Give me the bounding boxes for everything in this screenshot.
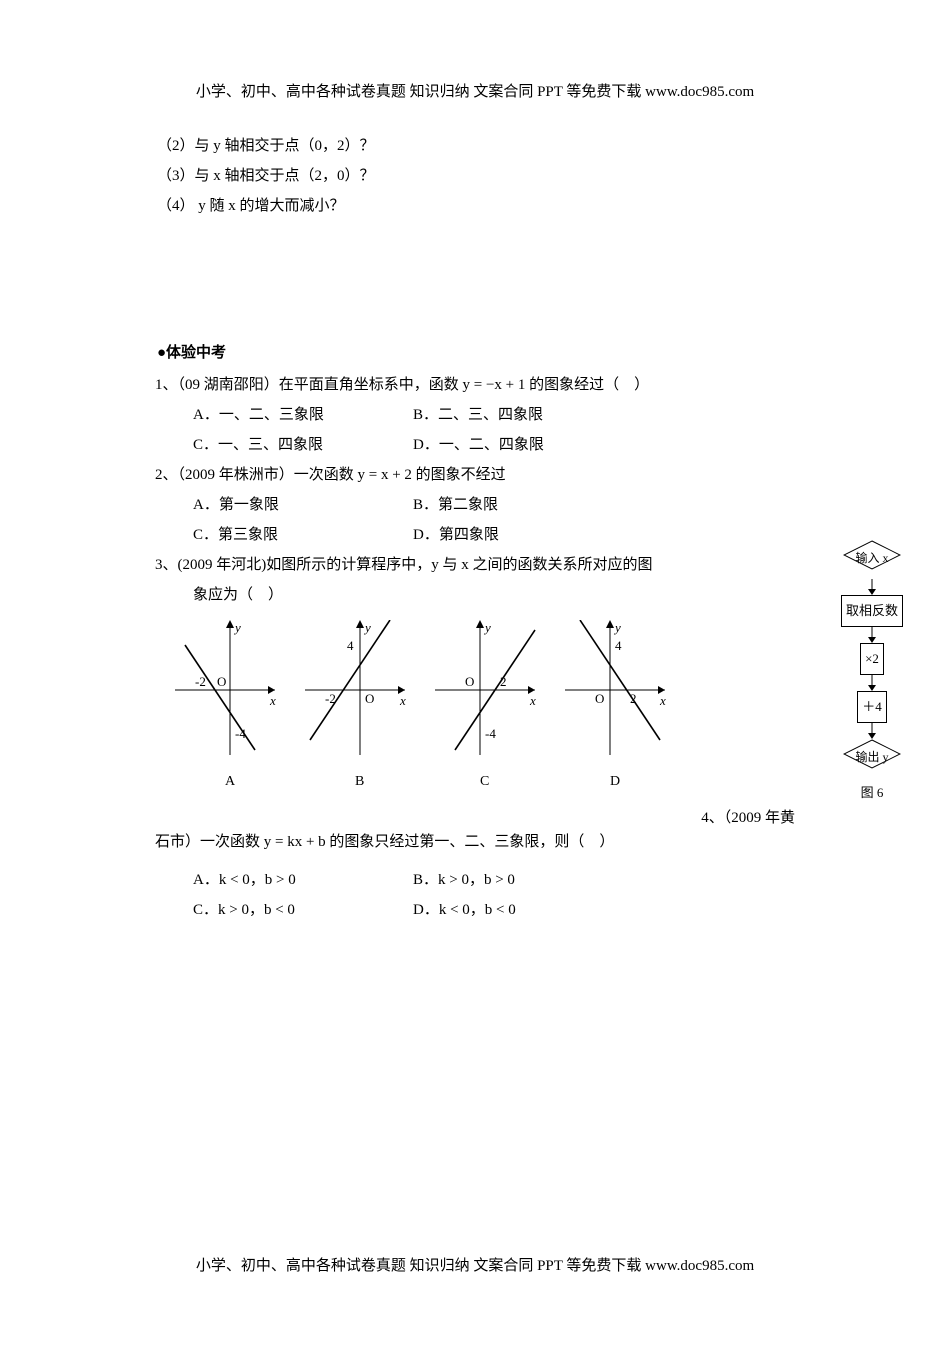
svg-text:y: y — [483, 620, 491, 635]
chart-d: x y O 2 4 D — [565, 620, 666, 789]
q4-lead: 4、（2009 年黄 — [155, 806, 795, 827]
svg-text:B: B — [355, 774, 364, 789]
q1-option-b: B．二、三、四象限 — [413, 400, 633, 430]
arrow-down-icon — [867, 579, 877, 595]
svg-text:D: D — [610, 774, 620, 789]
q1-stem: 1、（09 湖南邵阳）在平面直角坐标系中，函数 y = −x + 1 的图象经过… — [155, 370, 795, 400]
q2-option-c: C．第三象限 — [193, 520, 413, 550]
flowchart-input-label: 输入 x — [855, 551, 888, 565]
svg-text:y: y — [363, 620, 371, 635]
svg-text:x: x — [529, 693, 536, 708]
flowchart-step3: ＋4 — [857, 691, 887, 723]
q4-stem: 石市）一次函数 y = kx + b 的图象只经过第一、二、三象限，则（ ） — [155, 827, 795, 857]
q1-options-row1: A．一、二、三象限 B．二、三、四象限 — [155, 400, 795, 430]
svg-text:4: 4 — [615, 638, 622, 653]
q4-option-a: A．k < 0，b > 0 — [193, 865, 413, 895]
q1-options-row2: C．一、三、四象限 D．一、二、四象限 — [155, 430, 795, 460]
page: 小学、初中、高中各种试卷真题 知识归纳 文案合同 PPT 等免费下载 www.d… — [0, 0, 950, 1345]
q4-options-row1: A．k < 0，b > 0 B．k > 0，b > 0 — [155, 865, 795, 895]
sub-question-3: （3）与 x 轴相交于点（2，0）？ — [155, 161, 795, 191]
svg-text:y: y — [233, 620, 241, 635]
flowchart-step1: 取相反数 — [841, 595, 903, 627]
arrow-down-icon — [867, 723, 877, 739]
chart-c: x y O 2 -4 C — [435, 620, 536, 789]
flowchart-caption: 图 6 — [829, 780, 915, 806]
svg-text:x: x — [399, 693, 406, 708]
q1-option-d: D．一、二、四象限 — [413, 430, 633, 460]
flowchart-output-label: 输出 y — [855, 750, 888, 764]
q2-option-d: D．第四象限 — [413, 520, 633, 550]
page-header: 小学、初中、高中各种试卷真题 知识归纳 文案合同 PPT 等免费下载 www.d… — [155, 80, 795, 101]
svg-text:C: C — [480, 774, 489, 789]
page-footer: 小学、初中、高中各种试卷真题 知识归纳 文案合同 PPT 等免费下载 www.d… — [0, 1254, 950, 1275]
q4-option-c: C．k > 0，b < 0 — [193, 895, 413, 925]
chart-b: x y O -2 4 B — [305, 620, 406, 789]
arrow-down-icon — [867, 627, 877, 643]
q3-charts-svg: x y O -2 -4 A x y O -2 — [165, 620, 685, 795]
flowchart-input-node: 输入 x — [843, 540, 901, 570]
q2-option-b: B．第二象限 — [413, 490, 633, 520]
question-3: 3、(2009 年河北)如图所示的计算程序中，y 与 x 之间的函数关系所对应的… — [155, 550, 795, 806]
question-4: 石市）一次函数 y = kx + b 的图象只经过第一、二、三象限，则（ ） A… — [155, 827, 795, 925]
question-2: 2、（2009 年株洲市）一次函数 y = x + 2 的图象不经过 A．第一象… — [155, 460, 795, 550]
q3-stem-line1: 3、(2009 年河北)如图所示的计算程序中，y 与 x 之间的函数关系所对应的… — [155, 550, 795, 580]
q4-option-b: B．k > 0，b > 0 — [413, 865, 633, 895]
q4-option-d: D．k < 0，b < 0 — [413, 895, 633, 925]
svg-text:-4: -4 — [485, 726, 496, 741]
q3-charts-row: x y O -2 -4 A x y O -2 — [165, 620, 795, 806]
chart-a: x y O -2 -4 A — [175, 620, 276, 789]
svg-text:4: 4 — [347, 638, 354, 653]
q2-option-a: A．第一象限 — [193, 490, 413, 520]
svg-text:O: O — [595, 691, 604, 706]
q2-options-row1: A．第一象限 B．第二象限 — [155, 490, 795, 520]
q1-option-c: C．一、三、四象限 — [193, 430, 413, 460]
q3-stem-line2: 象应为（ ） — [155, 580, 795, 610]
svg-text:O: O — [465, 674, 474, 689]
sub-question-2: （2）与 y 轴相交于点（0，2）？ — [155, 131, 795, 161]
flowchart-output-node: 输出 y — [843, 739, 901, 769]
q2-stem: 2、（2009 年株洲市）一次函数 y = x + 2 的图象不经过 — [155, 460, 795, 490]
svg-text:y: y — [613, 620, 621, 635]
q2-options-row2: C．第三象限 D．第四象限 — [155, 520, 795, 550]
svg-text:A: A — [225, 774, 236, 789]
q1-option-a: A．一、二、三象限 — [193, 400, 413, 430]
svg-text:-2: -2 — [195, 674, 206, 689]
svg-text:O: O — [217, 674, 226, 689]
svg-text:O: O — [365, 691, 374, 706]
section-title: ●体验中考 — [155, 341, 795, 362]
q4-options-row2: C．k > 0，b < 0 D．k < 0，b < 0 — [155, 895, 795, 925]
flowchart-step2: ×2 — [860, 643, 884, 675]
arrow-down-icon — [867, 675, 877, 691]
sub-question-4: （4） y 随 x 的增大而减小？ — [155, 191, 795, 221]
q4-lead-text: 4、（2009 年黄 — [701, 806, 795, 827]
svg-text:x: x — [269, 693, 276, 708]
svg-text:x: x — [659, 693, 666, 708]
question-1: 1、（09 湖南邵阳）在平面直角坐标系中，函数 y = −x + 1 的图象经过… — [155, 370, 795, 460]
flowchart: 输入 x 取相反数 ×2 ＋4 输出 y 图 6 — [829, 540, 915, 806]
